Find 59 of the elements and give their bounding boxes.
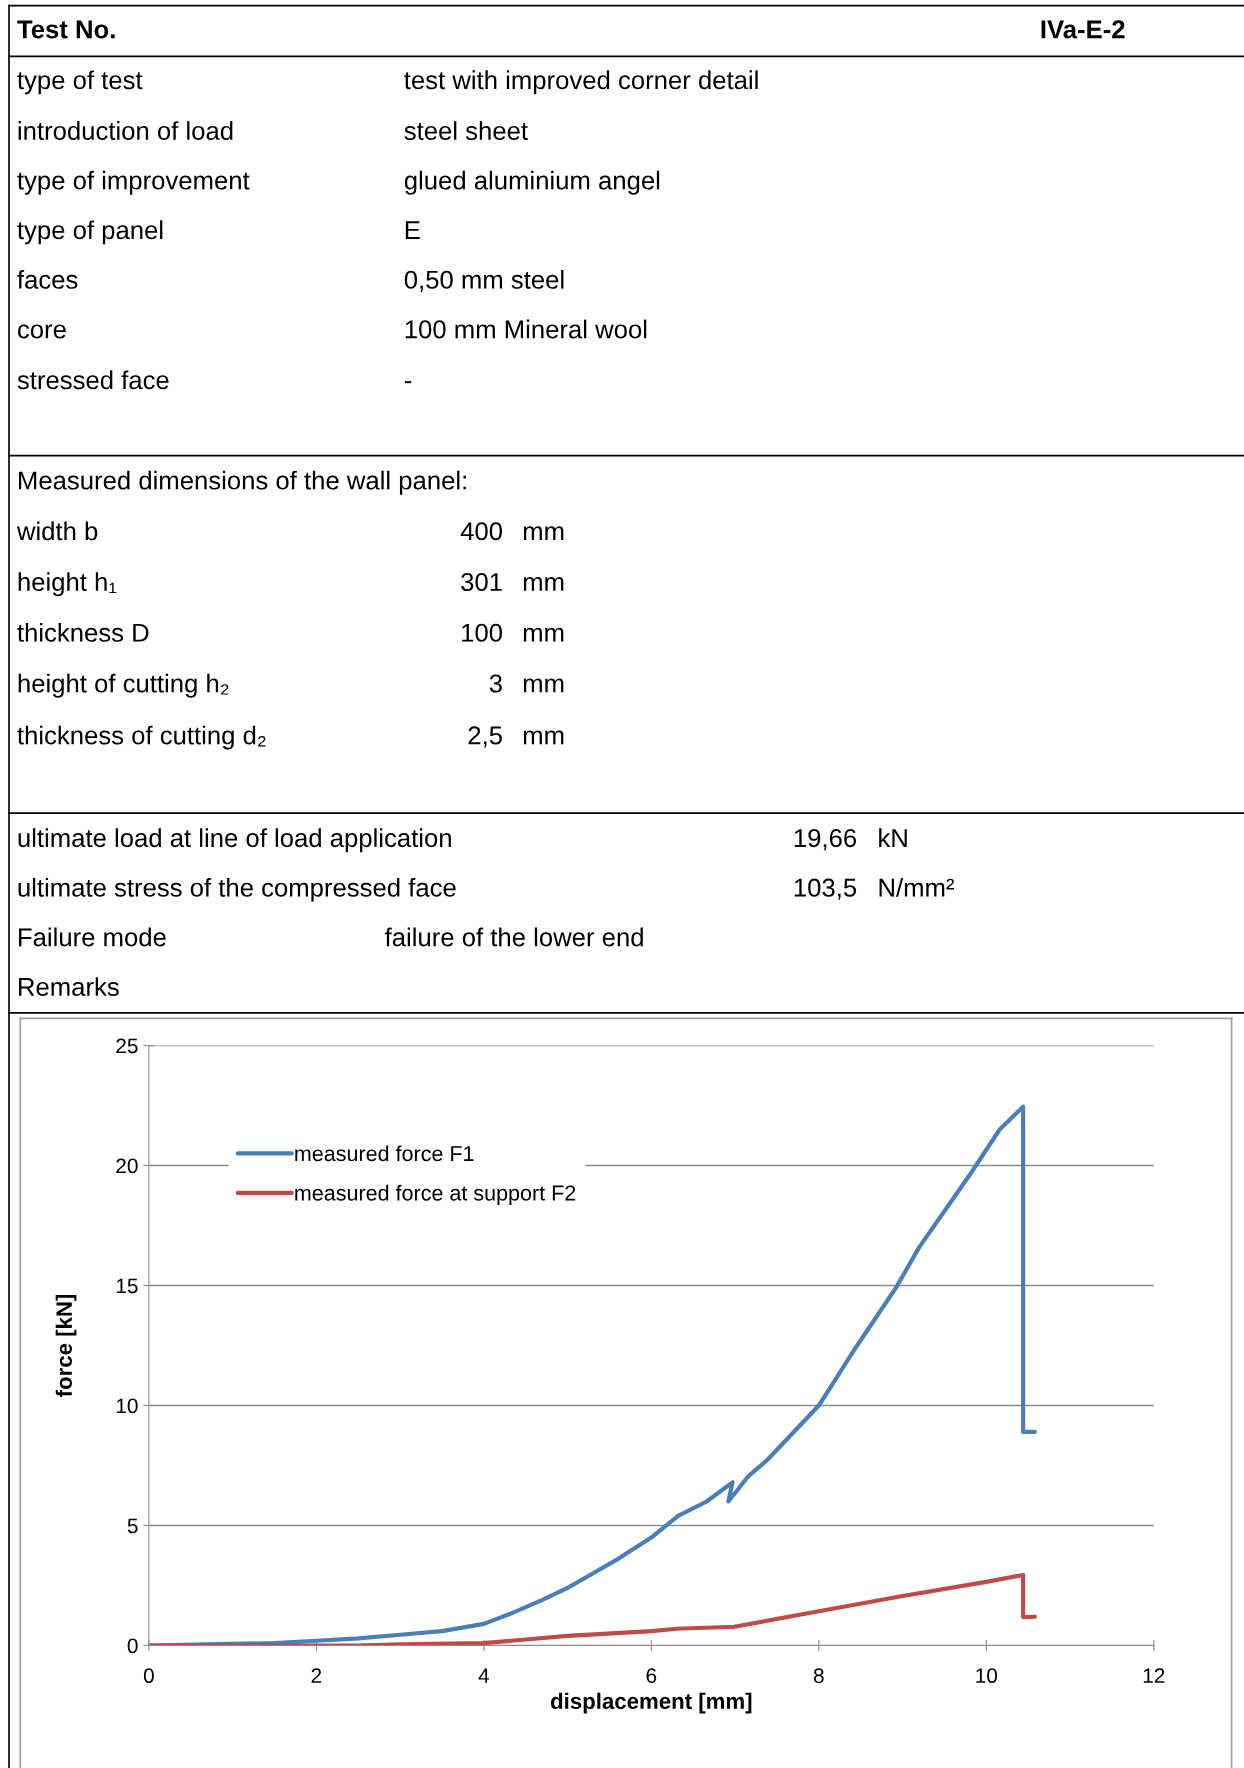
text: 3: [489, 674, 502, 693]
text: E: [405, 221, 420, 239]
text: Failure mode: [19, 927, 166, 947]
y-tick-label: 15: [116, 1278, 138, 1294]
text: width b: [16, 521, 98, 541]
x-tick-label: 4: [478, 1668, 490, 1683]
x-tick-label: 0: [143, 1668, 154, 1684]
text: type of panel: [17, 220, 163, 245]
x-tick-label: 12: [1143, 1668, 1165, 1683]
text: 19,66: [794, 828, 857, 851]
x-tick-label: 8: [813, 1668, 824, 1684]
text: mm: [523, 730, 564, 745]
y-axis-title: force [kN]: [55, 1294, 77, 1397]
text: Measured dimensions of the wall panel:: [19, 470, 466, 495]
text: mm: [523, 627, 564, 642]
legend-label: measured force at support F2: [295, 1184, 576, 1205]
y-tick-label: 10: [116, 1398, 138, 1414]
text: IVa-E-2: [1041, 20, 1125, 39]
text: kN: [879, 828, 907, 847]
x-tick-label: 10: [976, 1668, 998, 1684]
text: introduction of load: [18, 121, 233, 140]
text: 0,50 mm steel: [404, 269, 564, 292]
text: 400: [460, 522, 503, 541]
text: ultimate load at line of load application: [18, 828, 451, 853]
y-tick-label: 25: [116, 1038, 138, 1054]
x-tick-label: 2: [311, 1668, 322, 1683]
text: faces: [17, 270, 78, 289]
y-tick-label: 0: [127, 1638, 138, 1654]
text: 2,5: [468, 726, 502, 748]
legend-label: measured force F1: [295, 1145, 474, 1162]
text: type of test: [17, 70, 143, 95]
text: core: [18, 324, 66, 339]
text: type of improvement: [17, 170, 250, 195]
text: 103,5: [794, 878, 857, 900]
text: glued aluminium angel: [404, 170, 660, 195]
text: 301: [461, 572, 502, 592]
text: mm: [523, 526, 564, 541]
line-series: [148, 1572, 1037, 1646]
text: Remarks: [19, 977, 119, 997]
text: 100: [462, 623, 503, 642]
text: ultimate stress of the compressed face: [18, 877, 456, 902]
y-tick-label: 20: [116, 1158, 138, 1174]
text: N/mm²: [879, 877, 955, 897]
text: thickness D: [17, 622, 149, 642]
text: thickness of cutting d₂: [17, 725, 266, 750]
text: failure of the lower end: [384, 927, 643, 947]
text: Test No.: [17, 20, 115, 39]
x-tick-label: 6: [646, 1668, 657, 1684]
text: 100 mm Mineral wool: [405, 319, 647, 339]
text: mm: [523, 678, 564, 693]
text: mm: [523, 577, 564, 591]
text: stressed face: [17, 370, 169, 390]
text: height h₁: [18, 572, 117, 597]
text: height of cutting h₂: [18, 673, 229, 698]
text: -: [404, 381, 412, 384]
text: test with improved corner detail: [404, 70, 758, 95]
text: steel sheet: [404, 121, 528, 140]
y-tick-label: 5: [127, 1518, 138, 1534]
x-axis-title: displacement [mm]: [550, 1692, 752, 1714]
